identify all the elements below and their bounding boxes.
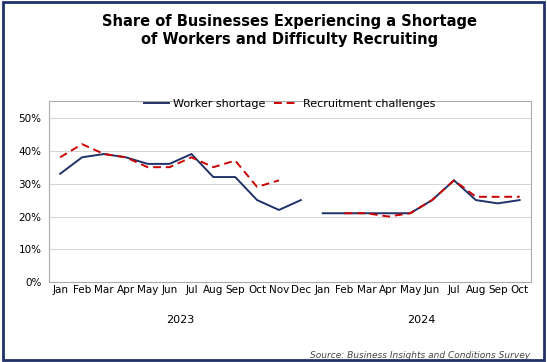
Text: 2023: 2023 — [166, 315, 195, 325]
Text: Share of Businesses Experiencing a Shortage
of Workers and Difficulty Recruiting: Share of Businesses Experiencing a Short… — [102, 14, 478, 47]
Text: 2024: 2024 — [407, 315, 435, 325]
Text: Source: Business Insights and Conditions Survey: Source: Business Insights and Conditions… — [311, 351, 531, 360]
Legend: Worker shortage, Recruitment challenges: Worker shortage, Recruitment challenges — [139, 94, 440, 113]
